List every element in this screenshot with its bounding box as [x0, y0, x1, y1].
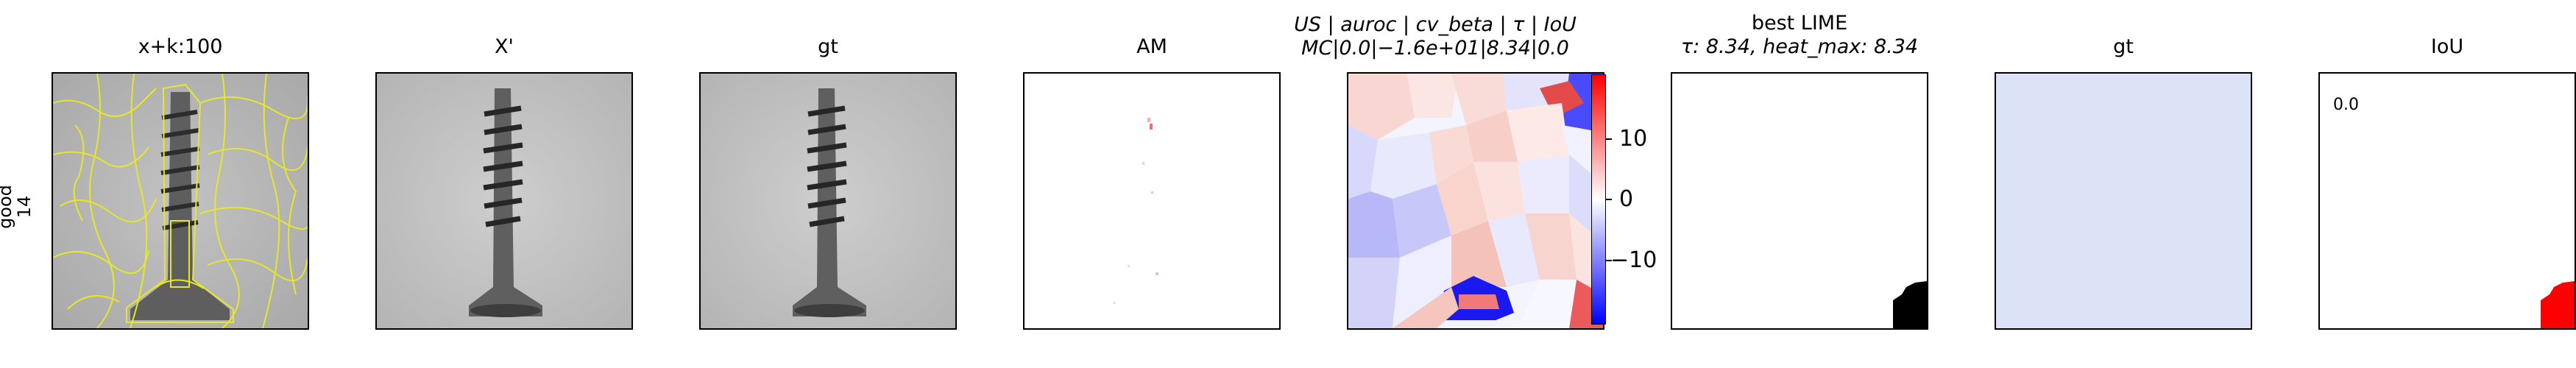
- panel-title-us: US | auroc | cv_beta | τ | IoU MC|0.0|−1…: [1214, 13, 1656, 60]
- colorbar-tick: [1606, 138, 1612, 140]
- iou-image: 0.0: [2318, 72, 2576, 330]
- colorbar-label-low: −10: [1610, 247, 1657, 273]
- colorbar-tick: [1606, 260, 1612, 261]
- lime-title-line1: best LIME: [1751, 12, 1848, 35]
- superpixel-contours: [53, 74, 308, 328]
- panel-title-lime: best LIME τ: 8.34, heat_max: 8.34: [1630, 12, 1969, 59]
- panel-title-gt: gt: [818, 35, 838, 58]
- gt-mask: [1995, 72, 2252, 330]
- us-title-line2: MC|0.0|−1.6e+01|8.34|0.0: [1301, 37, 1569, 60]
- colorbar-label-high: 10: [1619, 126, 1648, 152]
- row-label-index: 14: [14, 195, 35, 219]
- row-label-class: good: [0, 185, 15, 229]
- lime-mask-shape: [1893, 281, 1927, 328]
- xprime-image: [375, 72, 633, 330]
- am-image: [1023, 72, 1281, 330]
- screw-shape: [130, 92, 230, 320]
- us-title-line1: US | auroc | cv_beta | τ | IoU: [1294, 13, 1577, 36]
- panel-title-gt-2: gt: [2113, 35, 2134, 58]
- lime-title-line2: τ: 8.34, heat_max: 8.34: [1680, 35, 1919, 58]
- gt-image: [699, 72, 957, 330]
- panel-title-am: AM: [1136, 35, 1167, 58]
- colorbar-label-mid: 0: [1619, 186, 1634, 212]
- panel-title-xprime: X': [495, 35, 514, 58]
- row-label: good 14: [0, 177, 35, 236]
- us-heatmap: [1347, 72, 1604, 330]
- overlay-image: [52, 72, 309, 330]
- iou-mask-shape: [2541, 281, 2575, 328]
- anomaly-map: [1113, 118, 1158, 304]
- colorbar-tick: [1606, 199, 1612, 200]
- lime-mask: [1671, 72, 1928, 330]
- panel-title-overlay: x+k:100: [138, 35, 223, 58]
- screw-image: [377, 74, 631, 328]
- iou-value: 0.0: [2333, 96, 2359, 114]
- colorbar: [1591, 74, 1606, 325]
- superpixel-overlay: [53, 74, 308, 328]
- us-segments: [1348, 74, 1603, 328]
- screw-image-gt: [701, 74, 955, 328]
- panel-title-iou: IoU: [2430, 35, 2464, 58]
